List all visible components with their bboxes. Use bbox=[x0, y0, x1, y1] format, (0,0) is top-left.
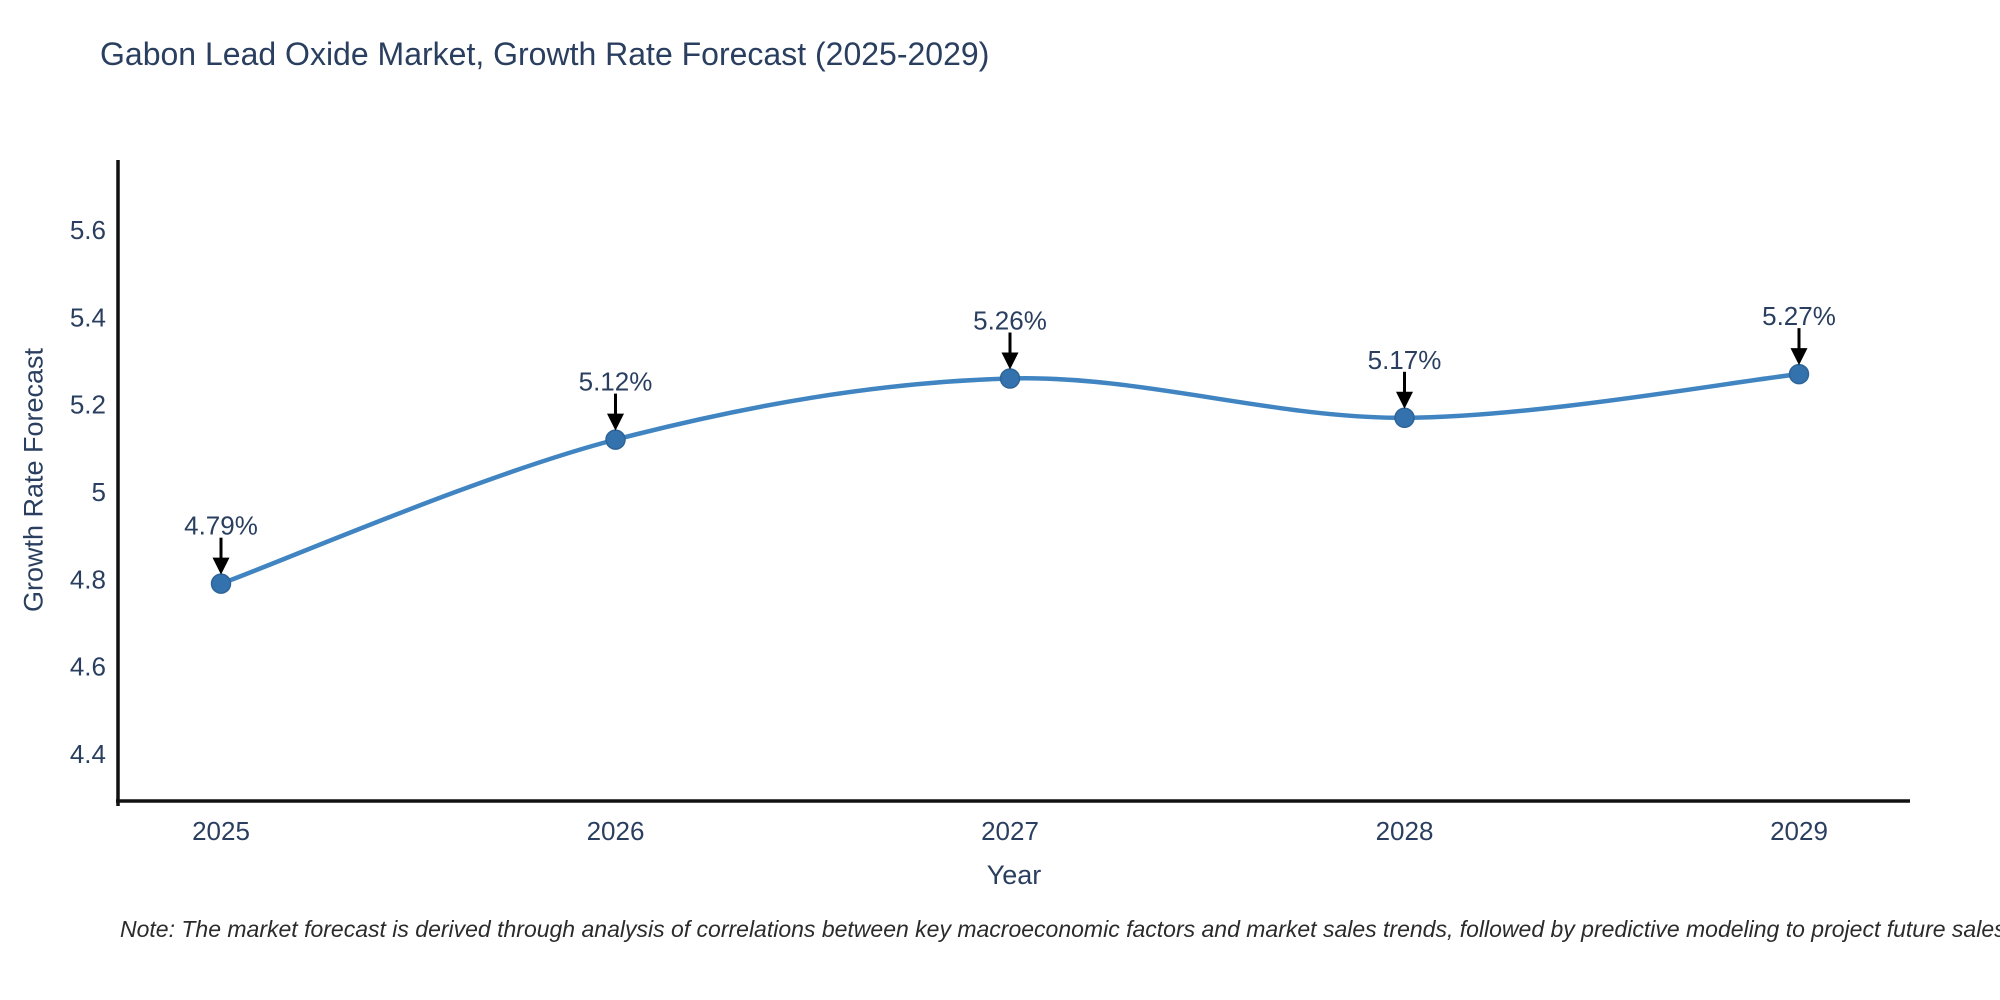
annotation-arrow-head bbox=[607, 413, 624, 431]
x-tick-label: 2027 bbox=[981, 816, 1039, 846]
data-point-marker bbox=[605, 429, 626, 450]
x-tick-label: 2028 bbox=[1376, 816, 1434, 846]
x-tick-label: 2026 bbox=[587, 816, 645, 846]
x-tick-label: 2029 bbox=[1770, 816, 1828, 846]
annotation-arrow-head bbox=[1001, 352, 1019, 370]
annotation-arrow-head bbox=[1396, 391, 1413, 409]
y-tick-label: 5.6 bbox=[70, 215, 106, 245]
data-point-label: 5.17% bbox=[1368, 345, 1442, 375]
y-tick-label: 4.6 bbox=[70, 652, 106, 682]
data-point-label: 5.26% bbox=[973, 306, 1047, 336]
y-tick-label: 5.2 bbox=[70, 390, 106, 420]
data-point-marker bbox=[210, 573, 232, 594]
data-point-marker bbox=[1788, 363, 1810, 385]
y-tick-label: 5 bbox=[92, 477, 106, 507]
annotation-arrow-head bbox=[1790, 348, 1808, 366]
x-tick-label: 2025 bbox=[192, 816, 250, 846]
x-axis-title: Year bbox=[986, 860, 1042, 890]
y-axis-title: Growth Rate Forecast bbox=[18, 347, 49, 613]
y-tick-label: 4.8 bbox=[70, 564, 106, 594]
data-point-marker bbox=[1394, 407, 1415, 429]
data-point-marker bbox=[999, 368, 1021, 389]
y-tick-label: 5.4 bbox=[70, 302, 106, 332]
y-tick-label: 4.4 bbox=[70, 739, 106, 769]
trend-line bbox=[218, 371, 1802, 586]
data-point-label: 5.12% bbox=[579, 367, 653, 397]
data-point-label: 5.27% bbox=[1762, 301, 1836, 331]
data-point-label: 4.79% bbox=[184, 511, 258, 541]
chart-title: Gabon Lead Oxide Market, Growth Rate For… bbox=[100, 36, 990, 72]
footnote-text: Note: The market forecast is derived thr… bbox=[120, 916, 2000, 942]
annotation-arrow-head bbox=[212, 557, 230, 575]
